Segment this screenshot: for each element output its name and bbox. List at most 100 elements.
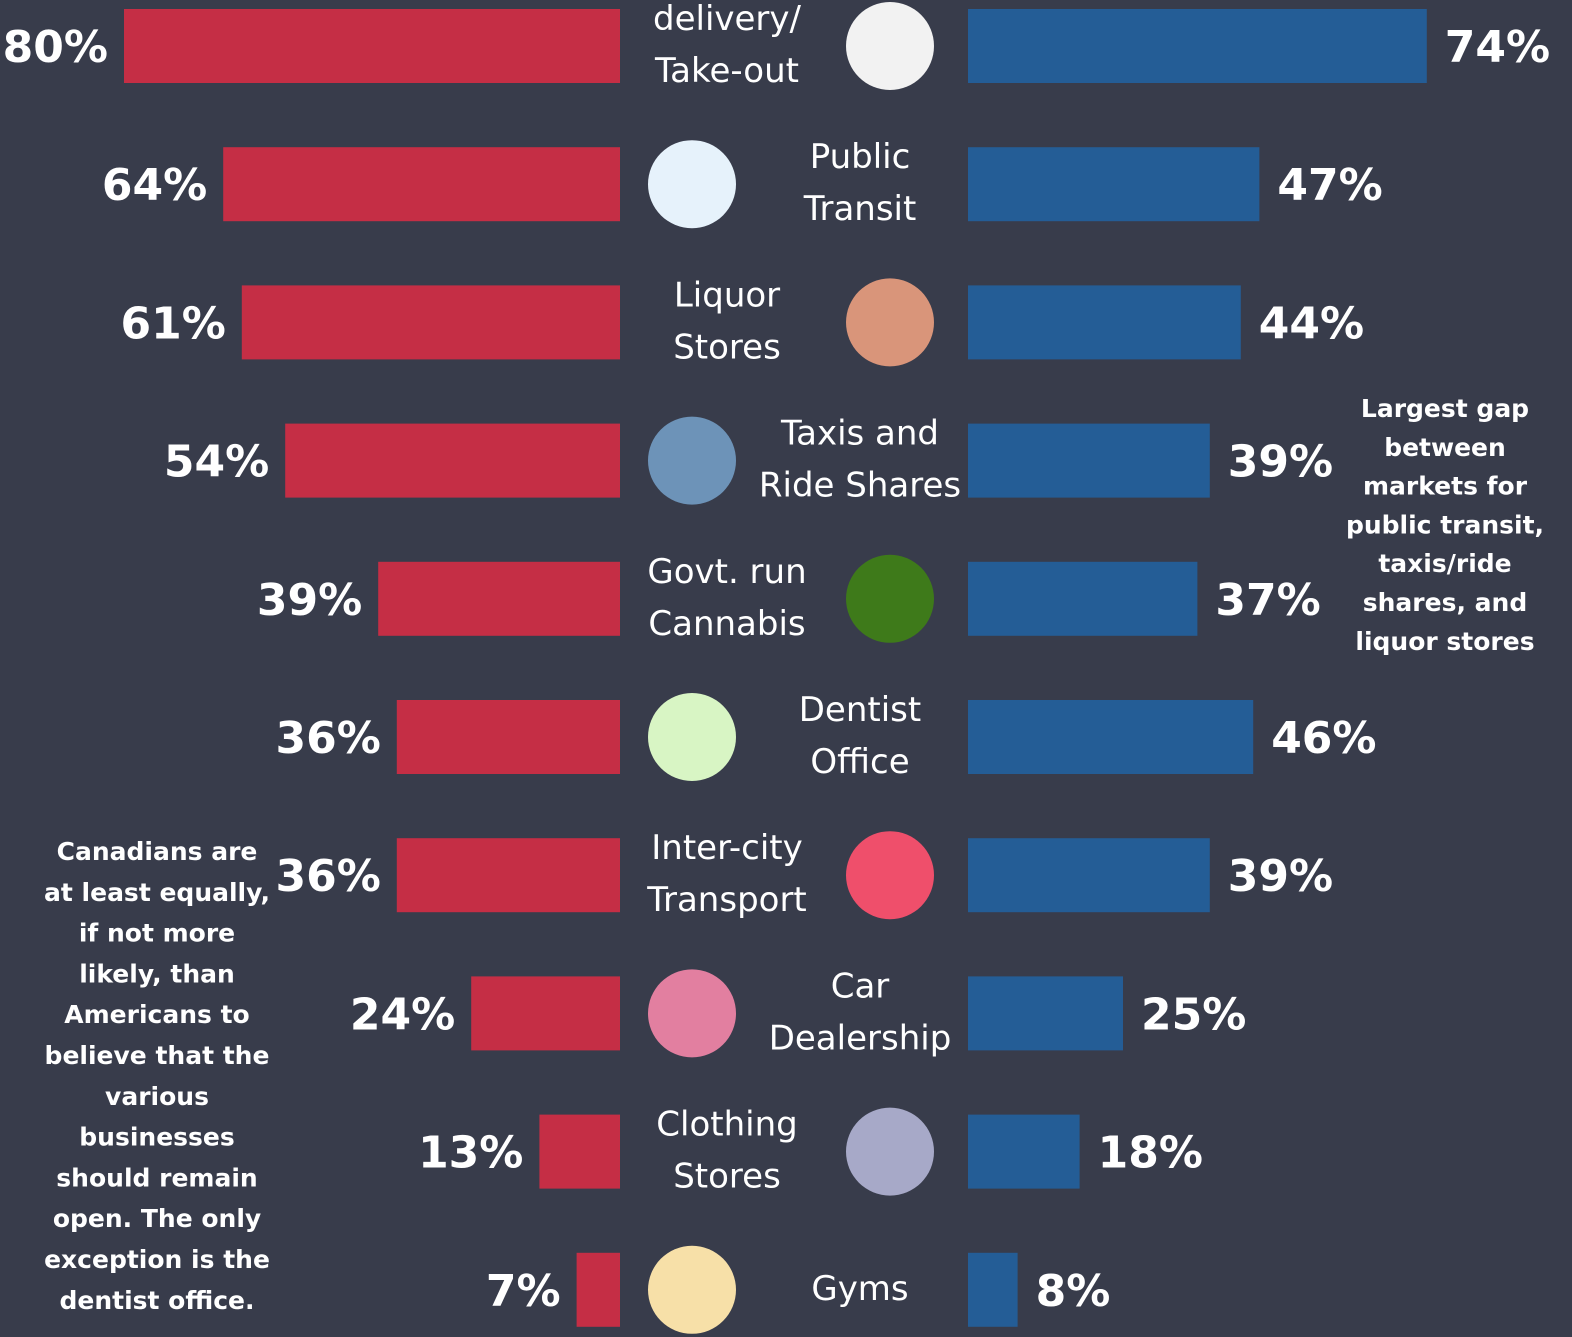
category-line: Liquor	[674, 275, 780, 315]
bar	[968, 700, 1254, 774]
value-label: 64%	[102, 160, 207, 211]
category-line: Dealership	[769, 1018, 952, 1058]
bar	[124, 9, 620, 83]
bar	[968, 561, 1198, 636]
value-label: 37%	[1215, 575, 1320, 626]
icon	[648, 140, 736, 229]
category-line: Take-out	[654, 51, 799, 91]
category-label: Dentist Office	[799, 690, 921, 782]
value-label: 24%	[350, 989, 455, 1040]
icon	[846, 2, 934, 90]
icon	[846, 278, 934, 367]
annotation-line: dentist office.	[59, 1286, 254, 1315]
category-line: Stores	[673, 327, 781, 367]
category-line: Car	[831, 966, 890, 1006]
bar	[241, 285, 621, 360]
annotation-line: likely, than	[79, 959, 235, 988]
annotation-line: between	[1384, 433, 1506, 462]
annotation-line: public transit,	[1346, 510, 1544, 539]
icon	[648, 1245, 736, 1334]
category-line: Inter-city	[651, 828, 803, 868]
annotation-line: if not more	[79, 919, 235, 948]
category-label: Clothing Stores	[656, 1104, 797, 1196]
value-label: 47%	[1277, 160, 1382, 211]
annotation-line: markets for	[1363, 472, 1528, 501]
bar	[576, 1252, 620, 1327]
annotation-line: liquor stores	[1355, 627, 1534, 656]
annotation-line: Largest gap	[1361, 394, 1529, 423]
bar	[285, 423, 620, 498]
value-label: 80%	[3, 22, 108, 73]
value-label: 36%	[275, 713, 380, 764]
icon	[648, 969, 736, 1058]
value-label: 46%	[1271, 713, 1376, 764]
category-line: Public	[810, 137, 911, 177]
value-label: 74%	[1445, 22, 1550, 73]
bar	[968, 1252, 1018, 1327]
category-label: Car Dealership	[769, 966, 952, 1058]
value-label: 7%	[486, 1266, 561, 1317]
value-label: 13%	[418, 1128, 523, 1179]
category-label: Govt. run Cannabis	[647, 551, 806, 643]
annotation-line: open. The only	[53, 1204, 261, 1233]
category-line: Cannabis	[648, 603, 805, 643]
value-label: 25%	[1141, 989, 1246, 1040]
bar	[968, 9, 1427, 83]
value-label: 54%	[164, 437, 269, 488]
category-line: Transit	[803, 189, 917, 229]
annotation-line: exception is the	[44, 1245, 270, 1274]
annotation-line: at least equally,	[44, 878, 270, 907]
value-label: 8%	[1036, 1266, 1111, 1317]
category-line: Transport	[646, 880, 807, 920]
value-label: 39%	[1228, 437, 1333, 488]
category-line: Ride Shares	[759, 465, 961, 505]
annotation: Canadians are at least equally, if not mor…	[44, 837, 270, 1315]
bar	[396, 838, 620, 913]
annotation-line: should remain	[56, 1163, 257, 1192]
bar	[968, 423, 1210, 498]
category-line: delivery/	[653, 0, 802, 39]
bar	[223, 147, 620, 222]
category-line: Govt. run	[647, 551, 806, 591]
bar	[396, 700, 620, 774]
category-label: Taxis and Ride Shares	[759, 413, 961, 505]
value-label: 44%	[1259, 298, 1364, 349]
category-label: Liquor Stores	[673, 275, 781, 367]
category-line: Gyms	[811, 1268, 908, 1308]
annotation-line: various	[105, 1082, 209, 1111]
category-label: delivery/Take-out	[653, 0, 802, 91]
annotation-line: shares, and	[1363, 588, 1527, 617]
category-line: Dentist	[799, 690, 921, 730]
annotation: Largest gap between markets for public tran…	[1346, 394, 1544, 656]
annotation-line: taxis/ride	[1378, 549, 1511, 578]
value-label: 18%	[1098, 1128, 1203, 1179]
annotation-line: believe that the	[45, 1041, 270, 1070]
bar	[378, 561, 620, 636]
bar	[968, 1114, 1080, 1189]
bar	[968, 147, 1260, 222]
bar	[539, 1114, 620, 1189]
icon	[846, 554, 934, 643]
annotation-line: businesses	[79, 1123, 235, 1152]
category-label: Gyms	[811, 1268, 908, 1308]
value-label: 36%	[275, 851, 380, 902]
bar	[968, 976, 1123, 1051]
category-label: Public Transit	[803, 137, 917, 229]
bar	[968, 285, 1241, 360]
category-label: Inter-city Transport	[646, 828, 807, 920]
icon	[846, 1107, 934, 1196]
icon	[846, 831, 934, 920]
value-label: 61%	[120, 298, 225, 349]
value-label: 39%	[257, 575, 362, 626]
category-line: Taxis and	[780, 413, 939, 453]
bar	[471, 976, 620, 1051]
bar	[968, 838, 1210, 913]
category-line: Stores	[673, 1156, 781, 1196]
annotation-line: Canadians are	[57, 837, 258, 866]
icon	[648, 693, 736, 781]
icon	[648, 416, 736, 505]
category-line: Clothing	[656, 1104, 797, 1144]
category-line: Office	[810, 742, 909, 782]
value-label: 39%	[1228, 851, 1333, 902]
